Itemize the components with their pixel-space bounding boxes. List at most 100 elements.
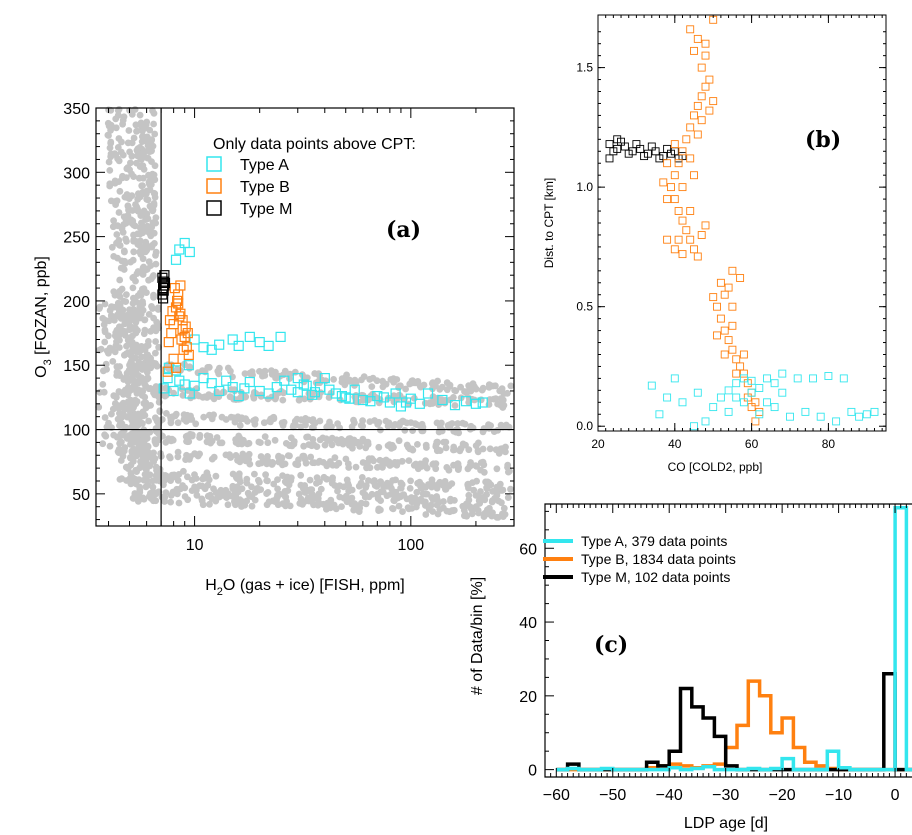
background-point (243, 475, 251, 483)
data-point-type-a (755, 410, 764, 419)
background-point (473, 463, 480, 470)
background-point (132, 121, 140, 129)
background-point (114, 111, 122, 119)
background-point (114, 144, 122, 151)
background-point (497, 402, 505, 409)
background-point (147, 176, 154, 184)
background-point (138, 226, 146, 234)
background-point (445, 466, 453, 474)
x-tick-label: −30 (712, 787, 739, 804)
background-point (127, 440, 135, 448)
data-point-type-b (697, 116, 706, 125)
x-tick-label: −60 (543, 787, 570, 804)
background-point (194, 391, 202, 399)
background-point (313, 480, 320, 487)
background-point (336, 424, 344, 432)
background-point (152, 260, 160, 268)
background-point (132, 480, 140, 488)
data-point-type-b (183, 349, 194, 360)
background-point (192, 486, 200, 494)
background-point (499, 486, 507, 494)
y-tick-label: 100 (63, 423, 90, 440)
background-point (246, 460, 254, 468)
background-point (279, 500, 287, 508)
background-point (110, 288, 118, 295)
background-point (245, 450, 253, 458)
background-point (446, 381, 454, 389)
background-point (440, 438, 448, 446)
background-point (454, 420, 462, 427)
background-point (434, 510, 442, 518)
background-point (343, 498, 351, 506)
background-point (143, 476, 151, 484)
data-point-type-b (713, 331, 721, 340)
background-point (129, 456, 137, 464)
background-point (116, 276, 124, 284)
background-point (151, 193, 159, 201)
data-point-type-a (206, 344, 217, 355)
background-point (278, 419, 286, 427)
background-point (232, 501, 239, 509)
background-point (373, 482, 381, 490)
background-point (133, 127, 141, 135)
background-point (405, 457, 413, 464)
background-point (417, 483, 424, 490)
background-point (167, 437, 175, 444)
background-point (118, 225, 126, 233)
background-point (263, 477, 271, 484)
data-point-type-b (705, 106, 714, 115)
data-point-type-a (747, 376, 756, 385)
background-point (461, 512, 468, 520)
x-tick-label: 80 (822, 437, 836, 451)
background-point (232, 452, 240, 459)
background-point (407, 419, 415, 426)
data-point-type-b (728, 345, 737, 354)
background-point (129, 284, 137, 292)
background-point (174, 453, 182, 461)
background-point (184, 473, 191, 481)
background-point (487, 481, 495, 489)
legend-label-type-a: Type A (240, 157, 289, 174)
background-point (226, 451, 234, 458)
data-point-type-a (286, 384, 297, 395)
background-point (119, 151, 127, 159)
background-point (490, 395, 498, 403)
y-tick-label: 60 (519, 541, 537, 558)
background-point (333, 436, 340, 444)
background-point (446, 508, 454, 516)
data-point-type-b (728, 302, 737, 311)
background-point (236, 422, 244, 429)
background-point (310, 501, 317, 509)
background-point (472, 503, 480, 510)
background-point (138, 392, 146, 399)
data-point-type-m (647, 142, 656, 151)
background-point (306, 486, 314, 494)
background-point (130, 377, 138, 384)
background-point (407, 477, 414, 485)
background-point (146, 462, 154, 470)
data-point-type-b (167, 306, 178, 317)
background-point (470, 486, 478, 494)
x-tick-label: 100 (397, 537, 424, 554)
data-point-type-a (233, 340, 244, 351)
background-point (260, 419, 268, 427)
background-point (129, 217, 137, 225)
data-point-type-b (659, 178, 668, 187)
background-point (145, 417, 153, 425)
background-point (494, 426, 502, 434)
background-point (107, 139, 115, 147)
background-point (134, 307, 142, 314)
data-point-type-b (172, 295, 183, 306)
background-point (143, 352, 151, 359)
background-point (376, 456, 384, 464)
data-point-type-a (755, 384, 764, 392)
background-point (216, 439, 224, 447)
background-point (198, 497, 206, 505)
y-tick-label: 250 (63, 230, 90, 247)
background-point (368, 455, 376, 463)
panel-b-x-axis-label: CO [COLD2, ppb] (668, 460, 763, 474)
background-point (362, 500, 370, 508)
background-point (115, 209, 123, 216)
data-point-type-a (227, 334, 238, 345)
background-point (120, 266, 128, 273)
